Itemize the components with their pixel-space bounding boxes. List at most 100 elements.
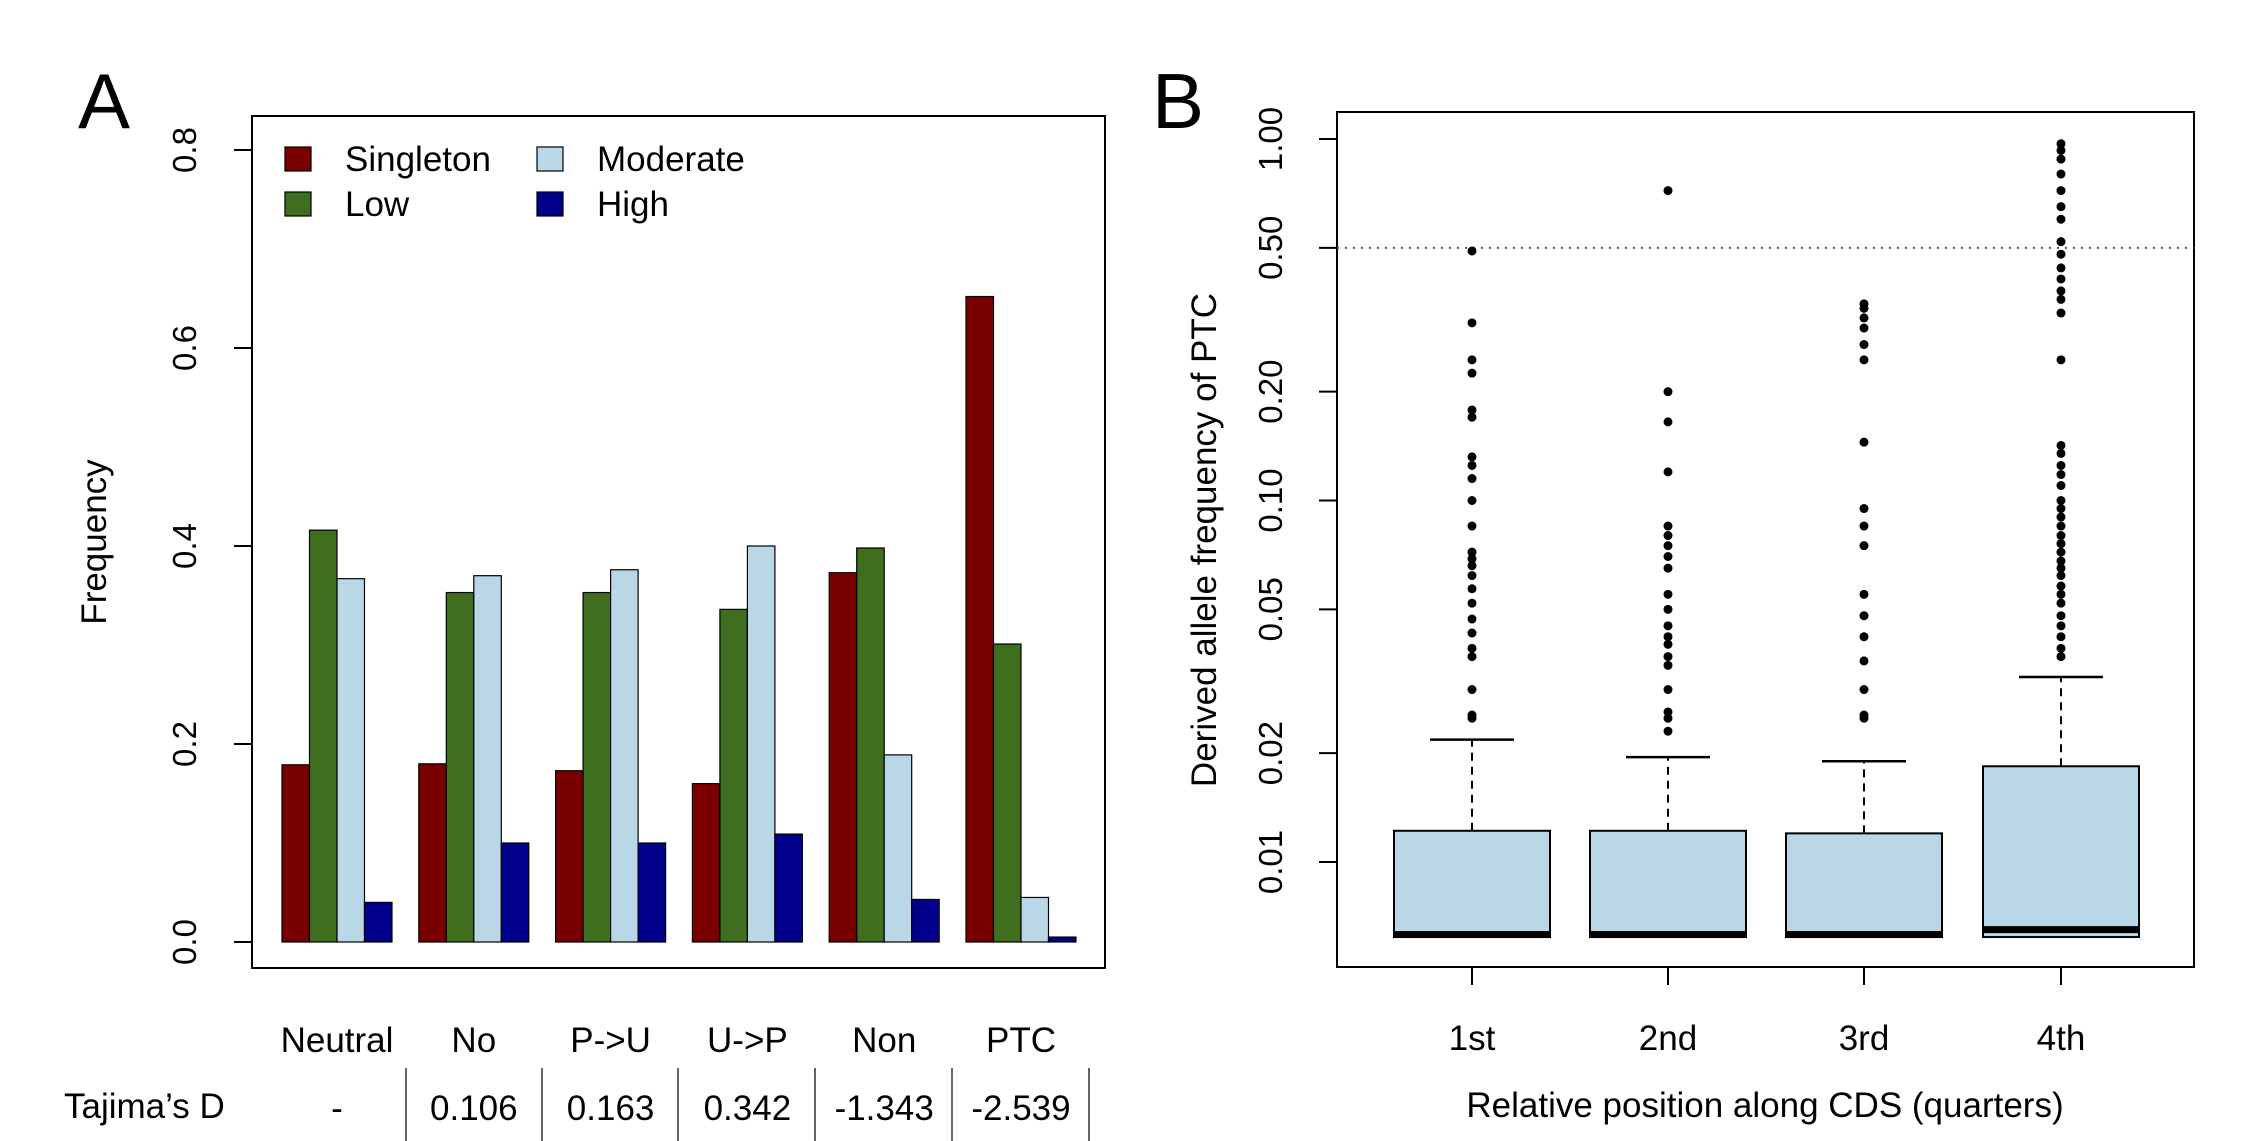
outlier-point-4th	[2056, 611, 2066, 621]
outlier-point-1st	[1467, 598, 1477, 608]
outlier-point-4th	[2056, 496, 2066, 505]
panel-a-category-label: Non	[852, 1021, 916, 1060]
outlier-point-4th	[2056, 481, 2066, 491]
panel-a-y-tick-label: 0.2	[166, 721, 203, 767]
outlier-point-1st	[1467, 405, 1477, 415]
bar-singleton-no	[418, 763, 447, 943]
outlier-point-1st	[1467, 496, 1477, 505]
tajima-d-table: Tajima’s D - 0.106 0.163 0.342 -1.343 -2.539	[64, 1068, 1090, 1141]
bar-moderate-neutral	[336, 578, 366, 943]
bar-low-up	[719, 608, 749, 943]
outlier-point-4th	[2056, 145, 2066, 155]
outlier-point-2nd	[1663, 707, 1673, 717]
bar-low-non	[856, 547, 885, 943]
outlier-point-4th	[2056, 169, 2066, 179]
bar-high-pu	[637, 842, 667, 943]
panel-a-y-tick-label: 0.4	[166, 523, 203, 569]
outlier-point-2nd	[1663, 621, 1673, 631]
outlier-point-4th	[2056, 154, 2066, 164]
bar-high-non	[911, 898, 940, 943]
outlier-point-3rd	[1859, 632, 1869, 642]
bar-singleton-neutral	[281, 764, 311, 943]
outlier-point-4th	[2056, 581, 2066, 591]
outlier-point-2nd	[1663, 521, 1673, 531]
outlier-point-1st	[1467, 614, 1477, 624]
outlier-point-2nd	[1663, 660, 1673, 670]
outlier-point-2nd	[1663, 713, 1673, 723]
outlier-point-4th	[2056, 652, 2066, 662]
bar-moderate-ptc	[1020, 896, 1050, 943]
outlier-point-2nd	[1663, 639, 1673, 649]
legend-label-moderate: Moderate	[597, 140, 745, 179]
tajima-d-value: -	[331, 1089, 343, 1128]
outlier-point-2nd	[1663, 652, 1673, 662]
outlier-point-4th	[2056, 470, 2066, 480]
outlier-point-1st	[1467, 643, 1477, 653]
outlier-point-2nd	[1663, 632, 1673, 642]
outlier-point-1st	[1467, 628, 1477, 638]
outlier-point-4th	[2056, 249, 2066, 259]
legend-swatch-low	[284, 191, 312, 217]
outlier-point-4th	[2056, 556, 2066, 566]
tajima-d-value: -2.539	[971, 1089, 1070, 1128]
outlier-point-2nd	[1663, 417, 1673, 427]
panel-b-y-tick-label: 0.02	[1252, 721, 1289, 785]
outlier-point-3rd	[1859, 299, 1869, 309]
outlier-point-2nd	[1663, 531, 1673, 541]
tajima-d-value: -1.343	[835, 1089, 934, 1128]
outlier-point-4th	[2056, 274, 2066, 284]
outlier-point-1st	[1467, 355, 1477, 365]
bar-singleton-up	[691, 782, 721, 943]
panel-b-x-axis: 1st 2nd 3rd 4th	[1449, 966, 2085, 1058]
panel-a-category-labels: Neutral No P->U U->P Non PTC	[281, 1021, 1056, 1060]
outlier-point-1st	[1467, 652, 1477, 662]
outlier-point-4th	[2056, 512, 2066, 522]
bar-moderate-non	[883, 754, 913, 943]
panel-b-y-axis-title: Derived allele frequency of PTC	[1185, 293, 1224, 787]
outlier-point-3rd	[1859, 323, 1869, 333]
outlier-point-4th	[2056, 308, 2066, 318]
outlier-point-1st	[1467, 685, 1477, 695]
outlier-point-4th	[2056, 504, 2066, 514]
outlier-point-4th	[2056, 139, 2066, 149]
outlier-point-4th	[2056, 237, 2066, 247]
panel-b-x-axis-title: Relative position along CDS (quarters)	[1466, 1086, 2063, 1125]
outlier-point-4th	[2056, 589, 2066, 599]
panel-a-letter: A	[78, 57, 130, 145]
outlier-point-2nd	[1663, 563, 1673, 573]
panel-a: A 0.0 0.2 0.4 0.6 0.8 Frequency Singleton Low…	[64, 57, 1106, 1141]
panel-b-boxes	[1393, 139, 2140, 939]
box-2nd	[1589, 829, 1747, 939]
panel-b-letter: B	[1152, 57, 1204, 145]
outlier-point-1st	[1467, 452, 1477, 462]
outlier-point-4th	[2056, 643, 2066, 653]
bar-high-no	[500, 842, 530, 943]
outlier-point-2nd	[1663, 589, 1673, 599]
panel-b: B 0.01 0.02 0.05 0.10 0.20 0.50 1.00 Derived a…	[1152, 57, 2195, 1125]
panel-a-y-tick-label: 0.0	[166, 919, 203, 965]
box-3rd	[1785, 832, 1943, 939]
bar-high-ptc	[1047, 936, 1077, 943]
outlier-point-4th	[2056, 448, 2066, 458]
outlier-point-4th	[2056, 263, 2066, 273]
panel-a-bars	[281, 295, 1077, 943]
outlier-point-4th	[2056, 621, 2066, 631]
bar-singleton-pu	[554, 770, 584, 943]
outlier-point-3rd	[1859, 685, 1869, 695]
outlier-point-4th	[2056, 294, 2066, 304]
legend-swatch-moderate	[536, 146, 564, 172]
outlier-point-1st	[1467, 521, 1477, 531]
legend-label-high: High	[597, 185, 669, 224]
tajima-d-value: 0.163	[567, 1089, 655, 1128]
outlier-point-4th	[2056, 460, 2066, 470]
panel-a-y-tick-label: 0.8	[166, 127, 203, 173]
legend-label-singleton: Singleton	[345, 140, 491, 179]
outlier-point-4th	[2056, 563, 2066, 573]
panel-a-category-label: P->U	[570, 1021, 651, 1060]
tajima-d-value: 0.342	[704, 1089, 792, 1128]
bar-high-up	[774, 833, 804, 943]
outlier-point-4th	[2056, 632, 2066, 642]
panel-a-category-label: No	[451, 1021, 496, 1060]
outlier-point-1st	[1467, 474, 1477, 484]
outlier-point-3rd	[1859, 611, 1869, 621]
